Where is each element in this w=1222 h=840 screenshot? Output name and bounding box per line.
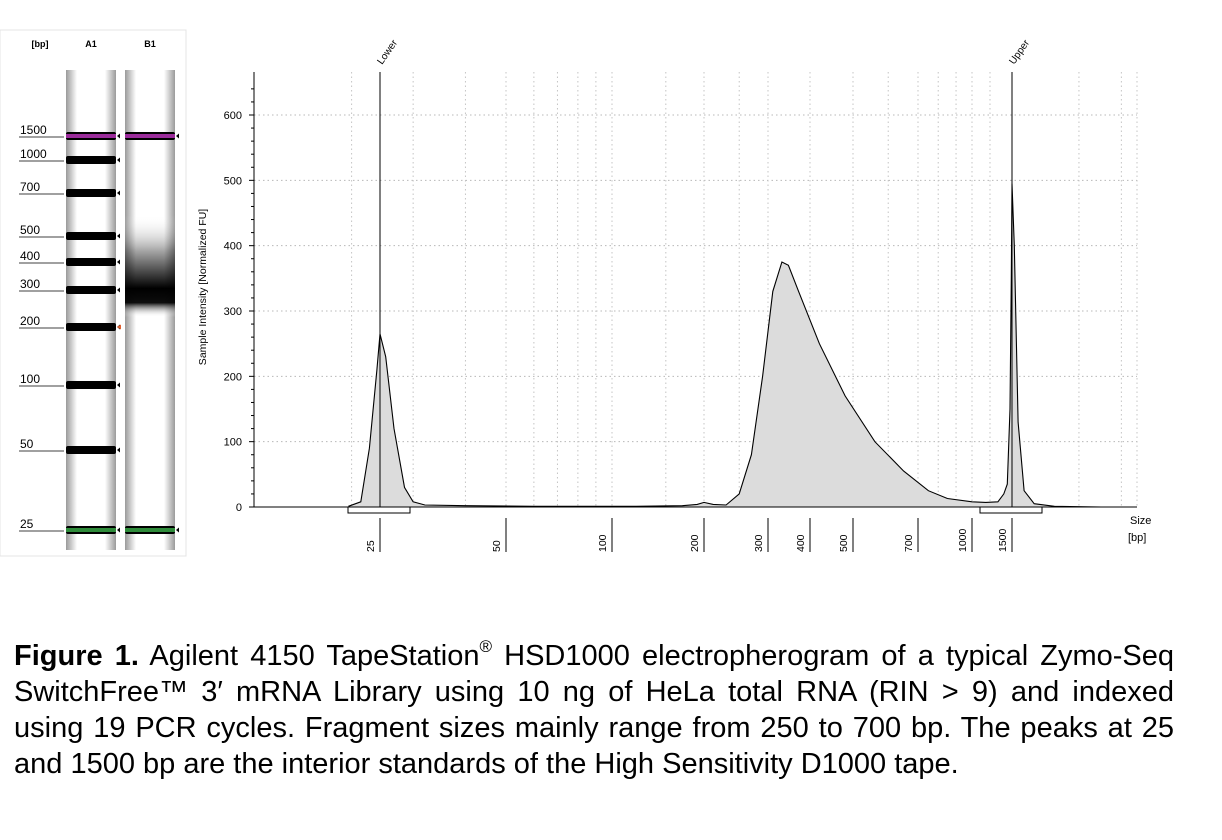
- ladder-band-arrow: [117, 382, 120, 388]
- ladder-size-label: 500: [20, 223, 40, 237]
- x-tick-label: 50: [491, 540, 503, 552]
- ladder-size-label: 300: [20, 277, 40, 291]
- y-tick-label: 300: [224, 306, 242, 318]
- y-tick-label: 400: [224, 241, 242, 253]
- electropherogram: 0 100 200 300 400 500 600 25 50 100 200 300 400 500 7…: [197, 38, 1154, 552]
- x-tick-label: 500: [838, 534, 850, 552]
- x-tick-label: 200: [689, 534, 701, 552]
- x-tick-label: 1500: [997, 528, 1009, 552]
- gel-lane-bg: [66, 70, 116, 550]
- y-tick-label: 600: [224, 110, 242, 122]
- ladder-band: [66, 323, 116, 331]
- x-tick-label: 700: [903, 534, 915, 552]
- x-tick-label: 100: [597, 534, 609, 552]
- x-tick-label: 25: [365, 540, 377, 552]
- trace-area: [348, 183, 1102, 508]
- x-tick-label: 300: [753, 534, 765, 552]
- ladder-band: [66, 232, 116, 240]
- ladder-band-arrow: [117, 259, 120, 265]
- ladder-band: [66, 286, 116, 294]
- ladder-band-arrow: [117, 157, 120, 163]
- caption-text-1: Agilent 4150 TapeStation: [138, 640, 480, 672]
- ladder-band-marker: [66, 134, 116, 138]
- caption-text-2: HSD1000 electropherogram of a typical Zy…: [14, 640, 1175, 780]
- marker-label: Lower: [375, 38, 400, 67]
- ladder-size-label: 25: [20, 517, 34, 531]
- y-axis-label: Sample Intensity [Normalized FU]: [197, 209, 209, 365]
- sample-band-marker: [125, 528, 175, 532]
- ladder-band: [66, 189, 116, 197]
- ladder-highlight-arrow: [117, 324, 121, 330]
- marker-label: Upper: [1007, 38, 1032, 67]
- y-tick-label: 100: [224, 437, 242, 449]
- ladder-band-arrow: [117, 133, 120, 139]
- caption-registered-mark: ®: [479, 637, 493, 657]
- ladder-band: [66, 446, 116, 454]
- ladder-size-label: 400: [20, 249, 40, 263]
- ladder-band-arrow: [117, 527, 120, 533]
- x-tick-label: 1000: [957, 528, 969, 552]
- gel-image: [bp] A1 B1 1500 1000 700 500 400 300 200 100 50 25: [0, 29, 187, 557]
- x-tick-label: 400: [795, 534, 807, 552]
- trace-fill: [348, 183, 1102, 507]
- sample-smear: [125, 215, 175, 317]
- y-tick-label: 500: [224, 175, 242, 187]
- y-tick-label: 0: [236, 502, 242, 514]
- ladder-band-arrow: [117, 287, 120, 293]
- ladder-size-label: 1000: [20, 147, 47, 161]
- ladder-size-label: 100: [20, 372, 40, 386]
- sample-band-marker: [125, 134, 175, 138]
- gel-lane-label: A1: [85, 39, 97, 49]
- ladder-band-arrow: [117, 233, 120, 239]
- sample-band-arrow: [176, 133, 179, 139]
- caption-label: Figure 1.: [14, 640, 139, 672]
- trace-line: [348, 183, 1102, 508]
- marker-bracket: [347, 506, 411, 514]
- gel-lane-label: B1: [144, 39, 156, 49]
- ladder-band: [66, 258, 116, 266]
- y-tick-label: 200: [224, 371, 242, 383]
- x-axis: 25 50 100 200 300 400 500 700 1000 1500: [254, 506, 1137, 552]
- y-axis: 0 100 200 300 400 500 600: [224, 72, 255, 514]
- plot-grid: [254, 72, 1138, 507]
- ladder-size-label: 1500: [20, 123, 47, 137]
- ladder-band-arrow: [117, 190, 120, 196]
- ladder-size-label: 200: [20, 314, 40, 328]
- x-axis-label: Size [bp]: [1128, 515, 1154, 544]
- figure-caption: Figure 1. Agilent 4150 TapeStation® HSD1…: [14, 638, 1174, 782]
- tapestation-figure: [bp] A1 B1 150010007005004003002001005025…: [0, 29, 1154, 557]
- ladder-band-marker: [66, 528, 116, 532]
- ladder-size-label: 700: [20, 180, 40, 194]
- ladder-size-label: 50: [20, 437, 34, 451]
- ladder-band: [66, 381, 116, 389]
- ladder-band-arrow: [117, 447, 120, 453]
- ladder-band: [66, 156, 116, 164]
- gel-unit-header: [bp]: [32, 39, 49, 49]
- marker-bracket: [979, 506, 1043, 514]
- sample-band-arrow: [176, 527, 179, 533]
